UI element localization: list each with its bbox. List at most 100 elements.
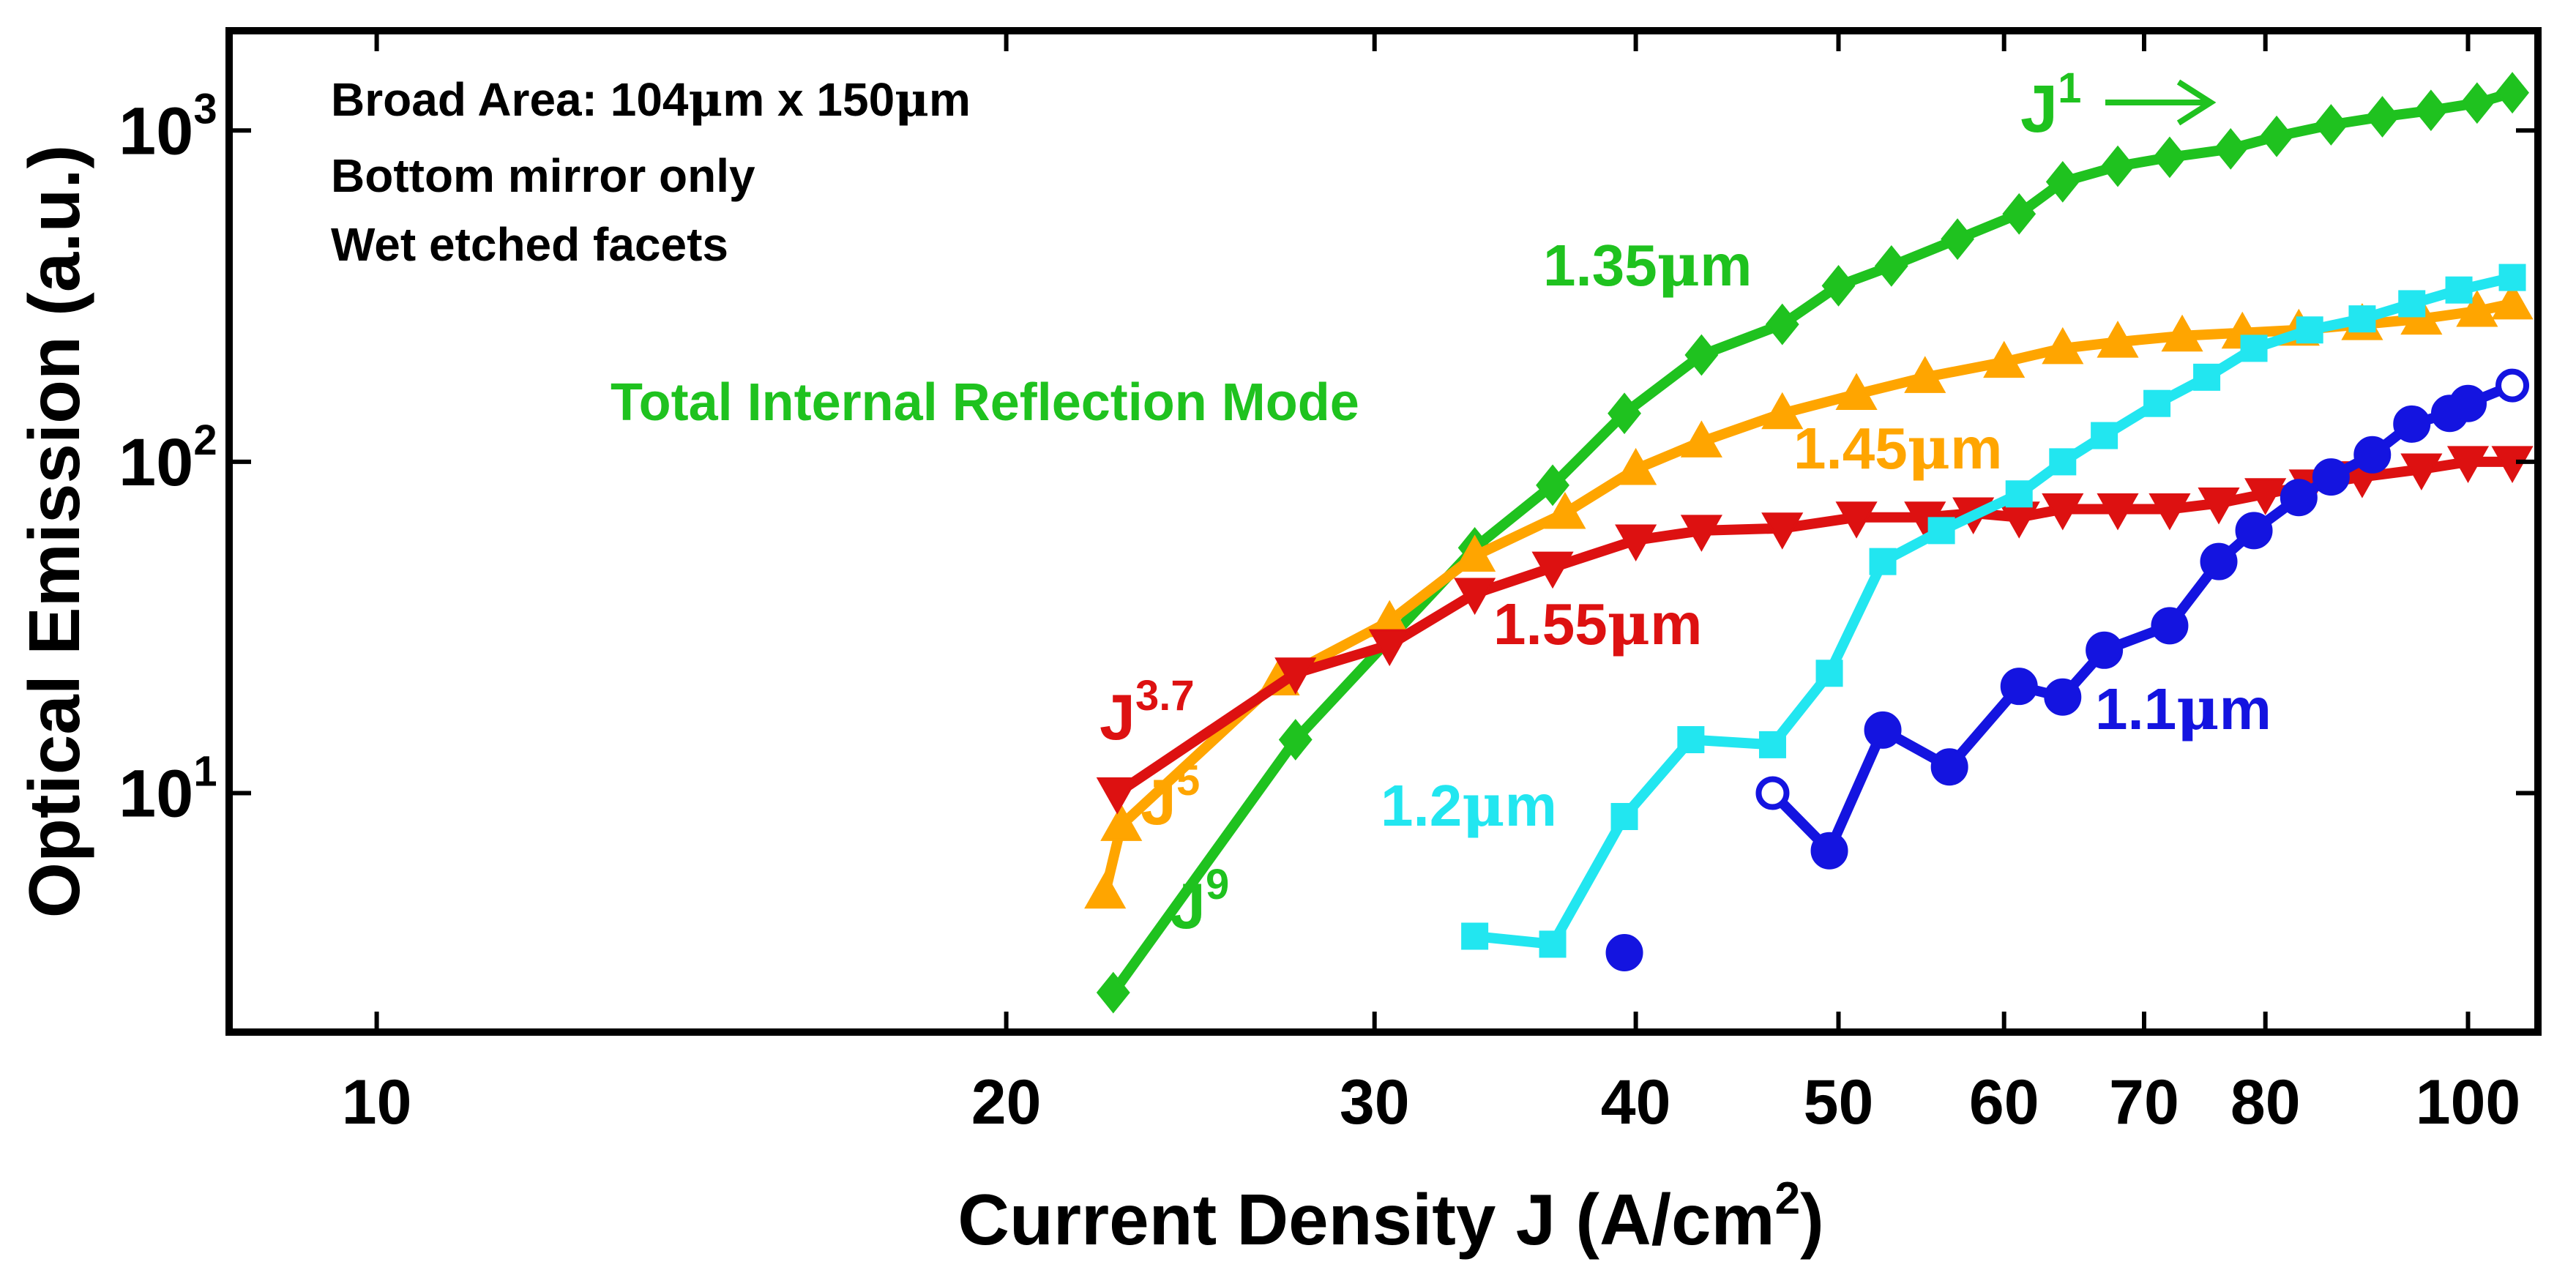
data-point bbox=[2148, 493, 2191, 531]
annotation-j3.7: J3.7 bbox=[1100, 672, 1195, 753]
plot-frame bbox=[225, 27, 2542, 1036]
series-label-1.2: 1.2μm bbox=[1381, 771, 1557, 840]
data-point bbox=[1454, 578, 1496, 616]
series-1.1µm bbox=[1605, 368, 2530, 971]
data-point bbox=[1100, 804, 1143, 841]
data-point bbox=[2365, 96, 2400, 138]
data-point bbox=[1755, 776, 1790, 810]
data-point bbox=[2143, 389, 2171, 417]
data-point bbox=[2097, 321, 2139, 358]
data-point bbox=[1096, 971, 1130, 1014]
data-point bbox=[1536, 464, 1569, 507]
data-point bbox=[1864, 711, 1902, 749]
data-point bbox=[2086, 631, 2124, 669]
data-point bbox=[1904, 356, 1946, 393]
data-point bbox=[2400, 453, 2443, 491]
y-tick-label: 102 bbox=[119, 417, 217, 500]
data-point bbox=[2296, 316, 2323, 344]
data-point bbox=[1874, 244, 1908, 287]
data-point bbox=[2002, 193, 2036, 235]
data-point bbox=[2312, 458, 2350, 496]
series-label-1.45: 1.45μm bbox=[1793, 414, 2002, 482]
data-point bbox=[2000, 668, 2038, 706]
annotation-j1: J1 bbox=[2020, 64, 2081, 146]
x-tick-label: 50 bbox=[1804, 1067, 1874, 1138]
data-point bbox=[2498, 264, 2526, 291]
mode-label: Total Internal Reflection Mode bbox=[611, 373, 1359, 432]
data-point bbox=[2091, 422, 2118, 449]
data-point bbox=[1615, 524, 1657, 562]
data-point bbox=[1278, 719, 1313, 761]
data-point bbox=[2445, 276, 2473, 304]
data-point bbox=[1680, 420, 1722, 457]
y-tick-label: 101 bbox=[119, 748, 217, 832]
data-point bbox=[1930, 748, 1968, 786]
data-point bbox=[2280, 479, 2318, 517]
data-point bbox=[2235, 512, 2273, 550]
data-point bbox=[1461, 922, 1489, 950]
annotation-j5: J5 bbox=[1140, 757, 1200, 838]
data-point bbox=[2398, 290, 2426, 318]
data-point bbox=[2244, 478, 2287, 515]
x-tick-label: 40 bbox=[1601, 1067, 1671, 1138]
x-tick-label: 100 bbox=[2416, 1067, 2521, 1138]
annotation-j9: J9 bbox=[1170, 861, 1229, 942]
data-point bbox=[2353, 436, 2392, 474]
data-point bbox=[1941, 218, 1975, 261]
data-point bbox=[1684, 334, 1719, 376]
x-tick-label: 70 bbox=[2109, 1067, 2179, 1138]
data-point bbox=[2393, 405, 2431, 443]
data-point bbox=[2200, 542, 2238, 580]
info-line-mirror: Bottom mirror only bbox=[331, 149, 755, 202]
y-tick-labels: 101 102 103 bbox=[119, 85, 217, 831]
series-1.35µm bbox=[1096, 72, 2529, 1014]
power-law-annotations: J1 J3.7 J5 J9 bbox=[1100, 64, 2217, 942]
x-tick-label: 10 bbox=[342, 1067, 412, 1138]
x-tick-label: 80 bbox=[2230, 1067, 2301, 1138]
data-point bbox=[1765, 303, 1799, 345]
data-point bbox=[2240, 335, 2268, 362]
data-point bbox=[2045, 160, 2080, 203]
data-point bbox=[1761, 512, 1804, 550]
data-point bbox=[1983, 340, 2026, 378]
info-line-facets: Wet etched facets bbox=[331, 218, 728, 271]
data-point bbox=[1869, 548, 1897, 575]
data-point bbox=[2044, 678, 2082, 716]
info-line-area: Broad Area: 104μm x 150μm bbox=[331, 72, 971, 127]
data-point bbox=[1084, 871, 1127, 909]
data-point bbox=[2456, 289, 2498, 327]
data-point bbox=[1758, 731, 1786, 758]
data-point bbox=[1274, 657, 1317, 695]
series-labels: 1.35μm 1.45μm 1.55μm 1.2μm 1.1μm bbox=[1381, 231, 2271, 840]
series-1.45µm bbox=[1084, 282, 2534, 909]
data-point bbox=[2005, 480, 2033, 508]
data-point bbox=[1096, 777, 1138, 815]
data-point bbox=[1680, 515, 1722, 552]
series-label-1.1: 1.1μm bbox=[2095, 674, 2271, 743]
tick-marks bbox=[229, 31, 2538, 1032]
data-point bbox=[2413, 89, 2448, 132]
data-point bbox=[2193, 363, 2221, 391]
y-tick-label: 103 bbox=[119, 85, 217, 168]
x-axis-title: Current Density J (A/cm2) bbox=[957, 1173, 1824, 1260]
j1-arrow-head bbox=[2176, 79, 2217, 126]
data-point bbox=[1544, 491, 1586, 529]
series-label-1.35: 1.35μm bbox=[1543, 231, 1752, 299]
data-point bbox=[2198, 487, 2240, 525]
x-tick-label: 60 bbox=[1969, 1067, 2039, 1138]
data-point bbox=[2495, 368, 2530, 403]
data-point bbox=[2101, 145, 2135, 187]
data-point bbox=[1815, 660, 1843, 687]
data-point bbox=[1531, 551, 1574, 589]
data-point bbox=[1539, 930, 1567, 958]
series-label-1.55: 1.55μm bbox=[1493, 589, 1702, 658]
data-point bbox=[2491, 282, 2534, 320]
data-point bbox=[1810, 832, 1848, 870]
data-point bbox=[2348, 305, 2376, 333]
data-point bbox=[1927, 517, 1955, 545]
data-point bbox=[2495, 72, 2529, 114]
data-point bbox=[2049, 448, 2077, 476]
x-tick-label: 20 bbox=[971, 1067, 1042, 1138]
x-tick-label: 30 bbox=[1340, 1067, 1410, 1138]
